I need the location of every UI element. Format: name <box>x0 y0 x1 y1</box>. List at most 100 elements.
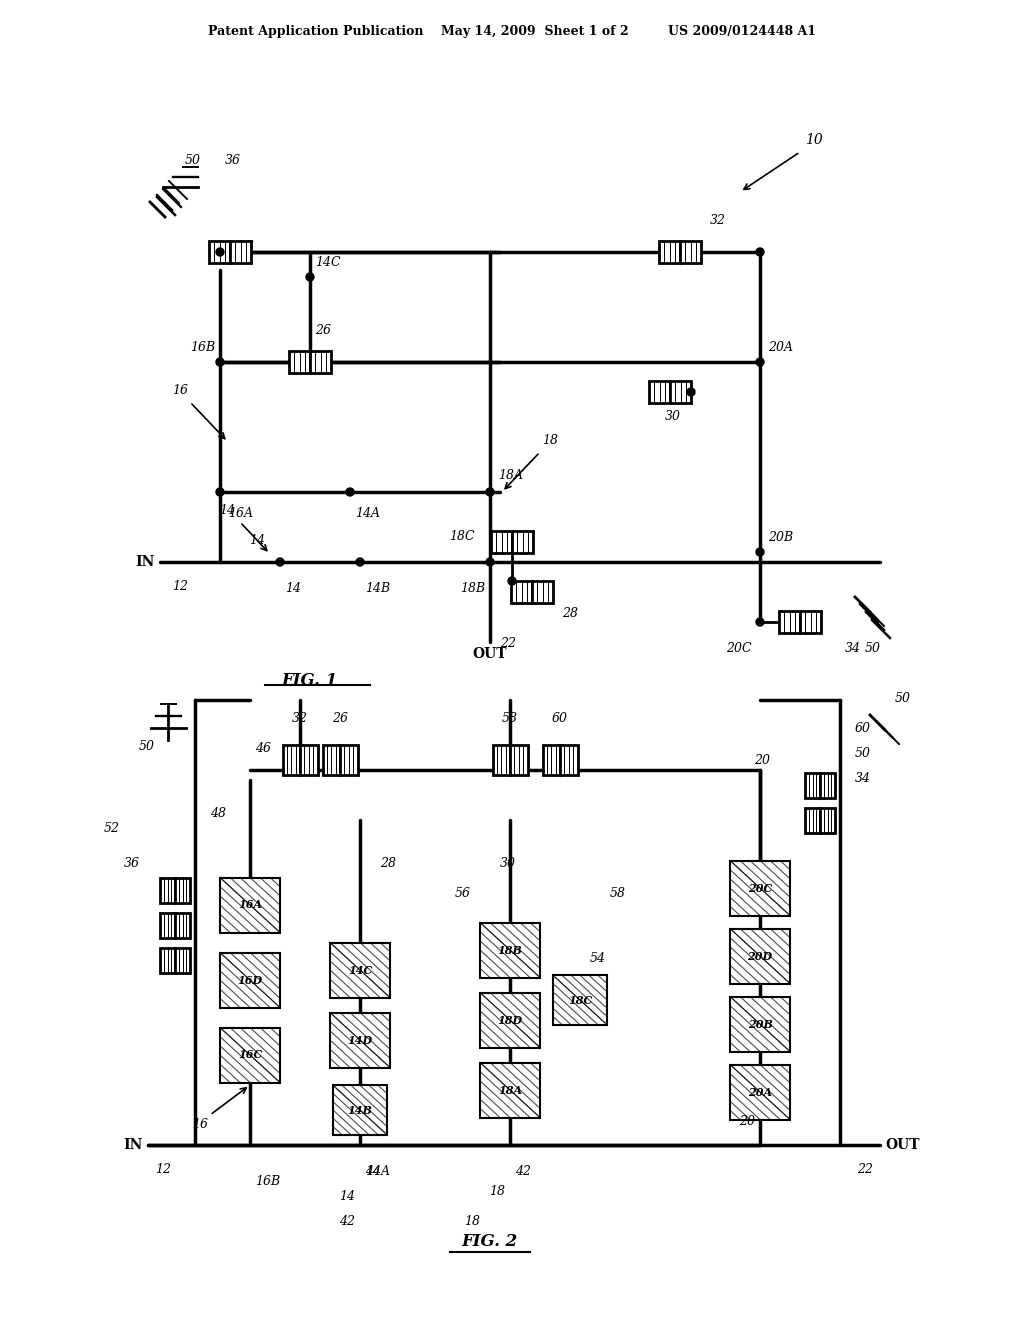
Text: 14D: 14D <box>347 1035 373 1045</box>
Text: OUT: OUT <box>885 1138 920 1152</box>
Bar <box>805 808 820 833</box>
Text: 12: 12 <box>155 1163 171 1176</box>
Text: 50: 50 <box>185 154 201 168</box>
Text: 16C: 16C <box>238 1049 262 1060</box>
Text: 18A: 18A <box>498 1085 522 1096</box>
Bar <box>820 808 835 833</box>
Text: 28: 28 <box>562 607 578 620</box>
Bar <box>283 744 300 775</box>
Bar <box>730 1064 790 1119</box>
Bar <box>659 242 680 263</box>
Bar <box>220 953 280 1007</box>
Bar <box>493 744 510 775</box>
Text: 16B: 16B <box>189 341 215 354</box>
Text: 48: 48 <box>210 807 226 820</box>
Bar <box>560 744 578 775</box>
Text: 18B: 18B <box>498 945 522 956</box>
Bar <box>480 993 540 1048</box>
Text: 20C: 20C <box>726 642 752 655</box>
Bar <box>160 948 175 973</box>
Text: IN: IN <box>135 554 155 569</box>
Bar <box>553 975 607 1024</box>
Circle shape <box>306 273 314 281</box>
Text: 20C: 20C <box>748 883 772 894</box>
Bar <box>160 878 175 903</box>
Circle shape <box>216 488 224 496</box>
Bar <box>511 581 532 603</box>
Circle shape <box>756 548 764 556</box>
Text: 36: 36 <box>124 857 140 870</box>
Bar <box>820 772 835 797</box>
Text: 18B: 18B <box>460 582 485 595</box>
Text: 58: 58 <box>502 711 518 725</box>
Text: 18: 18 <box>489 1185 505 1199</box>
Text: 18C: 18C <box>568 994 592 1006</box>
Bar <box>340 744 357 775</box>
Text: 42: 42 <box>515 1166 531 1177</box>
Text: 30: 30 <box>500 857 516 870</box>
Text: 16A: 16A <box>228 507 253 520</box>
Bar <box>649 381 670 403</box>
Text: 20: 20 <box>754 754 770 767</box>
Text: 12: 12 <box>172 579 188 593</box>
Text: 20B: 20B <box>768 531 794 544</box>
Text: 14: 14 <box>249 535 265 546</box>
Bar <box>480 923 540 978</box>
Text: 14B: 14B <box>365 582 390 595</box>
Circle shape <box>216 358 224 366</box>
Text: OUT: OUT <box>473 647 507 661</box>
Text: 20B: 20B <box>748 1019 772 1030</box>
Text: 52: 52 <box>104 822 120 836</box>
Bar <box>532 581 553 603</box>
Text: 26: 26 <box>315 323 331 337</box>
Circle shape <box>356 558 364 566</box>
Circle shape <box>756 358 764 366</box>
Bar <box>289 351 310 374</box>
Text: 22: 22 <box>857 1163 873 1176</box>
Bar <box>543 744 560 775</box>
Bar <box>220 878 280 932</box>
Bar <box>310 351 331 374</box>
Text: 16B: 16B <box>255 1175 281 1188</box>
Text: 16: 16 <box>172 384 188 397</box>
Text: 18C: 18C <box>450 531 475 544</box>
Bar <box>175 912 190 937</box>
Bar <box>805 772 820 797</box>
Circle shape <box>756 618 764 626</box>
Text: 10: 10 <box>805 133 822 147</box>
Circle shape <box>346 488 354 496</box>
Circle shape <box>486 488 494 496</box>
Text: 18A: 18A <box>498 469 523 482</box>
Bar <box>730 997 790 1052</box>
Text: 20: 20 <box>739 1115 755 1129</box>
Text: 14A: 14A <box>365 1166 390 1177</box>
Text: 50: 50 <box>139 741 155 752</box>
Bar <box>160 912 175 937</box>
Text: IN: IN <box>124 1138 143 1152</box>
Text: 42: 42 <box>339 1214 355 1228</box>
Text: 14B: 14B <box>347 1105 373 1115</box>
Text: 14C: 14C <box>348 965 372 975</box>
Circle shape <box>508 577 516 585</box>
Bar <box>300 744 317 775</box>
Bar <box>680 242 701 263</box>
Text: 20A: 20A <box>748 1086 772 1097</box>
Text: 22: 22 <box>500 638 516 649</box>
Text: 50: 50 <box>895 692 911 705</box>
Text: 14A: 14A <box>355 507 380 520</box>
Bar <box>670 381 691 403</box>
Bar <box>510 744 527 775</box>
Text: 30: 30 <box>665 411 681 422</box>
Text: 28: 28 <box>380 857 396 870</box>
Bar <box>512 531 534 553</box>
Text: 34: 34 <box>855 772 871 785</box>
Text: 32: 32 <box>710 214 726 227</box>
Circle shape <box>216 248 224 256</box>
Text: FIG. 1: FIG. 1 <box>282 672 338 689</box>
Bar <box>175 878 190 903</box>
Text: 36: 36 <box>225 154 241 168</box>
Text: 60: 60 <box>552 711 568 725</box>
Text: 16D: 16D <box>238 974 262 986</box>
Text: 58: 58 <box>610 887 626 900</box>
Text: 14C: 14C <box>315 256 341 269</box>
